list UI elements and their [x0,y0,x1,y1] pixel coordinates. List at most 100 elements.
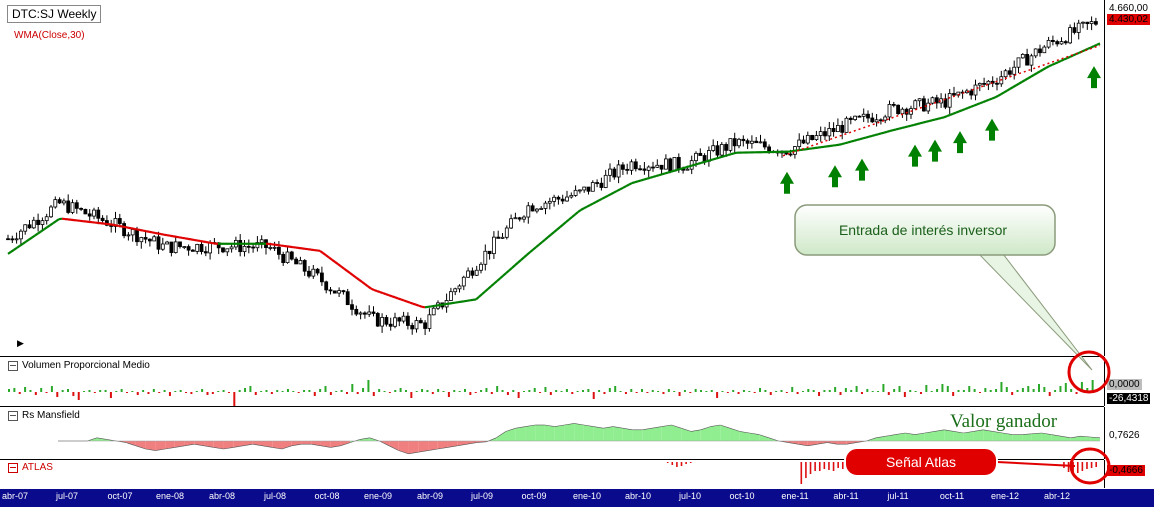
wma-line-segment [1021,79,1026,83]
mansfield-line [388,445,399,451]
mansfield-area [126,441,136,446]
mansfield-line [749,432,760,435]
volume-bar [56,392,59,397]
wma-line-segment [1054,61,1059,65]
candle-body [1059,41,1064,45]
mansfield-line [1051,434,1062,437]
candle-body [448,291,453,301]
collapse-icon[interactable] [8,360,18,371]
candle-body [272,246,277,249]
wma-line-segment [1000,91,1005,96]
mansfield-area [467,441,477,445]
x-tick-label: oct-08 [314,491,340,501]
volume-bar [984,388,987,392]
mansfield-line [174,445,185,448]
wma-line-segment [1027,75,1032,80]
wma-line-segment [1081,49,1086,53]
mansfield-line [866,437,877,442]
wma-line-segment [163,233,168,237]
volume-bar [812,390,815,392]
wma-line-segment [850,139,855,143]
volume-bar [442,391,445,392]
mansfield-line [875,435,886,439]
mansfield-line [116,440,127,443]
mansfield-area [963,431,974,441]
mansfield-line [759,434,769,439]
volume-bar [828,390,831,392]
wma-line-segment [172,235,177,238]
x-tick-label: abr-11 [833,491,859,501]
volume-bar [458,391,461,392]
wma-line-segment [985,98,990,102]
wma-line-segment [943,115,948,119]
candle-body [556,196,561,200]
x-tick-label: ene-10 [572,491,602,501]
mansfield-area [632,429,643,441]
mansfield-line [768,437,779,442]
wma-line-segment [367,285,372,290]
wma-line-segment [664,171,669,175]
mansfield-line [184,443,195,447]
mansfield-area [944,429,954,441]
candle-body [629,161,634,171]
wma-line-segment [625,183,630,188]
wma-line-segment [187,237,192,241]
wma-line-segment [199,239,204,243]
mansfield-area [496,431,506,441]
candle-body [156,236,161,250]
volume-bar [512,390,515,392]
wma-line-segment [508,267,513,272]
wma-line-segment [691,163,696,167]
wma-line-segment [37,230,42,235]
volume-bar [785,392,788,393]
volume-bar [179,390,182,392]
wma-line-segment [847,140,852,144]
collapse-icon[interactable] [8,410,18,421]
wma-line-segment [706,159,711,163]
wma-line-segment [838,142,843,146]
wma-line-segment [331,258,336,263]
volume-bar [490,392,493,394]
x-axis: abr-07 jul-07 oct-07 ene-08 abr-08 jul-08 oct-… [0,489,1154,507]
candle-body [57,199,62,204]
candle-body [947,93,952,108]
price-scale: 4.660,00 4.430,02 [1104,0,1154,356]
volume-scale: 0,0000 -26,4318 [1104,357,1154,406]
volume-bar [8,389,10,392]
mansfield-line [223,447,234,450]
candle-body [831,128,836,133]
atlas-bar [676,462,678,467]
candle-body [818,131,823,136]
candle-body [393,317,397,327]
collapse-icon[interactable] [8,462,18,473]
volume-bar [716,392,719,398]
wma-line-segment [499,274,504,280]
candle-body [1046,39,1051,48]
candle-body [83,208,88,215]
wma-line-segment [868,134,873,138]
candle-body [255,242,260,249]
candle-body [810,134,814,140]
play-icon[interactable]: ▶ [17,338,24,348]
candle-body [362,312,367,315]
candle-body [388,323,393,327]
candle-body [857,115,862,118]
candle-body [1008,70,1012,75]
wma-line-segment [643,177,648,181]
wma-line-segment [385,293,390,297]
mansfield-line [720,424,731,429]
wma-line-segment [196,239,201,243]
atlas-bar [832,462,835,471]
wma-line-segment [931,118,936,122]
volume-bar [469,392,472,395]
wma-line-segment [1036,70,1041,75]
wma-line-segment [544,236,549,241]
candle-body [251,246,256,249]
candle-body [337,290,342,294]
volume-bar [753,392,756,393]
volume-bar [195,391,198,392]
volume-bar [689,392,692,393]
volume-bar [635,392,638,393]
ticker-label[interactable]: DTC:SJ Weekly [7,5,102,23]
candle-body [861,113,866,117]
